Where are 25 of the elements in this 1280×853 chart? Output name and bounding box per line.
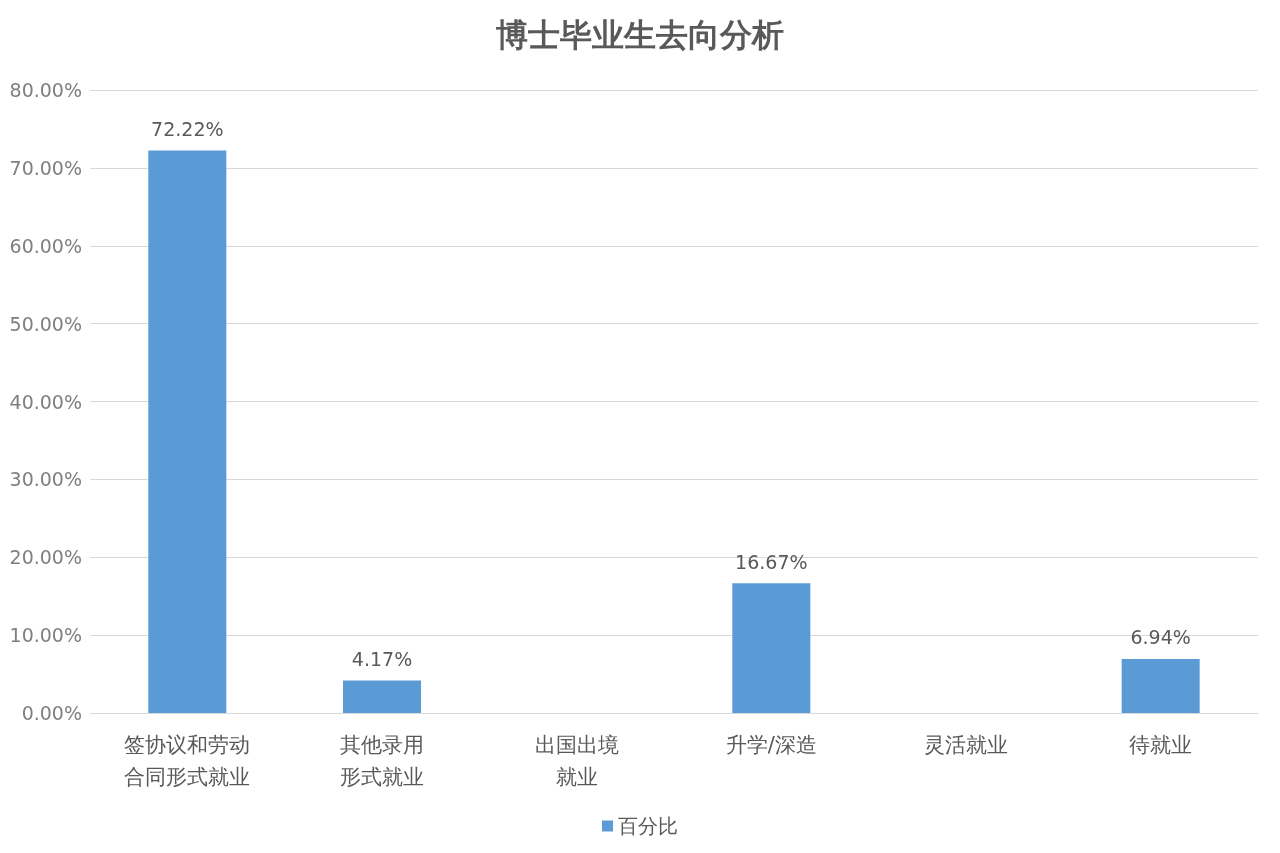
bar	[1121, 658, 1200, 713]
data-label: 6.94%	[1130, 626, 1191, 649]
bar	[343, 680, 421, 713]
legend-label: 百分比	[618, 814, 678, 838]
data-label: 72.22%	[151, 118, 224, 141]
bar	[148, 150, 227, 713]
data-label: 16.67%	[735, 550, 808, 573]
y-tick-label: 40.00%	[9, 390, 82, 413]
y-tick-label: 10.00%	[9, 624, 82, 647]
bar	[732, 583, 811, 713]
y-tick-label: 60.00%	[9, 234, 82, 257]
y-tick-label: 70.00%	[9, 156, 82, 179]
x-tick-label: 待就业	[1129, 733, 1193, 757]
chart-title: 博士毕业生去向分析	[496, 16, 784, 54]
x-tick-label: 升学/深造	[725, 733, 817, 757]
y-tick-label: 30.00%	[9, 468, 82, 491]
y-tick-label: 20.00%	[9, 546, 82, 569]
x-tick-label: 出国出境就业	[534, 733, 619, 789]
y-tick-label: 0.00%	[21, 702, 82, 724]
x-tick-label: 灵活就业	[924, 733, 1008, 757]
y-tick-label: 50.00%	[9, 312, 82, 335]
x-tick-label: 其他录用形式就业	[340, 733, 424, 789]
y-tick-label: 80.00%	[9, 79, 82, 101]
x-tick-label: 签协议和劳动合同形式就业	[124, 733, 251, 789]
data-label: 4.17%	[351, 648, 413, 671]
